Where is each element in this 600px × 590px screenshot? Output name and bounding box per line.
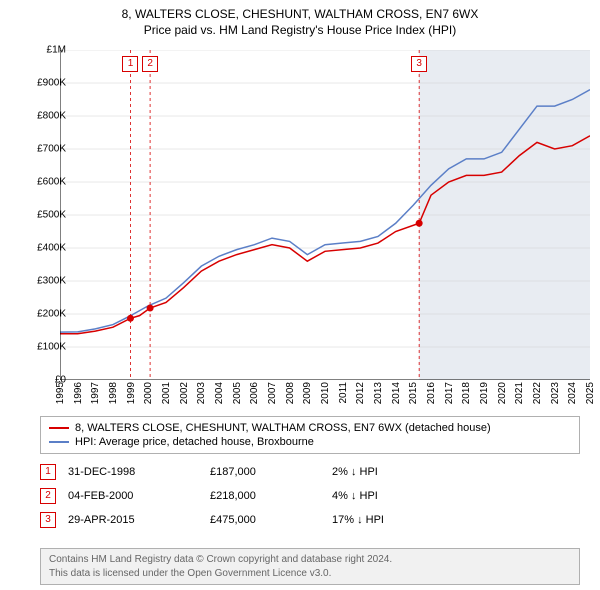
marker-row-price: £218,000 xyxy=(210,490,320,502)
y-tick-label: £100K xyxy=(6,342,66,353)
x-tick-label: 2010 xyxy=(320,382,331,404)
x-tick-label: 2016 xyxy=(426,382,437,404)
chart-title: 8, WALTERS CLOSE, CHESHUNT, WALTHAM CROS… xyxy=(0,0,600,38)
chart-svg xyxy=(60,50,590,380)
marker-row-price: £475,000 xyxy=(210,514,320,526)
legend-label-hpi: HPI: Average price, detached house, Brox… xyxy=(75,436,314,448)
x-tick-label: 2001 xyxy=(161,382,172,404)
marker-row-diff: 2% ↓ HPI xyxy=(332,466,452,478)
x-tick-label: 1999 xyxy=(126,382,137,404)
y-tick-label: £600K xyxy=(6,177,66,188)
legend: 8, WALTERS CLOSE, CHESHUNT, WALTHAM CROS… xyxy=(40,416,580,454)
y-tick-label: £400K xyxy=(6,243,66,254)
attribution-line2: This data is licensed under the Open Gov… xyxy=(49,567,571,581)
y-tick-label: £300K xyxy=(6,276,66,287)
y-tick-label: £800K xyxy=(6,111,66,122)
title-line2: Price paid vs. HM Land Registry's House … xyxy=(0,22,600,38)
y-tick-label: £1M xyxy=(6,45,66,56)
x-tick-label: 2009 xyxy=(302,382,313,404)
x-tick-label: 1997 xyxy=(90,382,101,404)
y-tick-label: £500K xyxy=(6,210,66,221)
marker-table-row: 2 04-FEB-2000 £218,000 4% ↓ HPI xyxy=(40,484,580,508)
x-tick-label: 1995 xyxy=(55,382,66,404)
x-tick-label: 1998 xyxy=(108,382,119,404)
x-tick-label: 2020 xyxy=(497,382,508,404)
marker-row-diff: 17% ↓ HPI xyxy=(332,514,452,526)
marker-row-date: 31-DEC-1998 xyxy=(68,466,198,478)
sale-marker-table: 1 31-DEC-1998 £187,000 2% ↓ HPI 2 04-FEB-2000… xyxy=(40,460,580,532)
marker-table-row: 3 29-APR-2015 £475,000 17% ↓ HPI xyxy=(40,508,580,532)
marker-row-box: 3 xyxy=(40,512,56,528)
x-tick-label: 2014 xyxy=(391,382,402,404)
x-tick-label: 2018 xyxy=(461,382,472,404)
x-tick-label: 2015 xyxy=(408,382,419,404)
x-tick-label: 2005 xyxy=(232,382,243,404)
attribution-line1: Contains HM Land Registry data © Crown c… xyxy=(49,553,571,567)
chart-area xyxy=(60,50,590,380)
x-tick-label: 2006 xyxy=(249,382,260,404)
y-tick-label: £900K xyxy=(6,78,66,89)
x-tick-label: 2004 xyxy=(214,382,225,404)
marker-row-diff: 4% ↓ HPI xyxy=(332,490,452,502)
x-tick-label: 2022 xyxy=(532,382,543,404)
sale-marker-2: 2 xyxy=(142,56,158,72)
x-tick-label: 2011 xyxy=(338,382,349,404)
x-tick-label: 2007 xyxy=(267,382,278,404)
y-tick-label: £700K xyxy=(6,144,66,155)
marker-row-box: 2 xyxy=(40,488,56,504)
x-tick-label: 2002 xyxy=(179,382,190,404)
x-tick-label: 2025 xyxy=(585,382,596,404)
sale-marker-3: 3 xyxy=(411,56,427,72)
x-tick-label: 2012 xyxy=(355,382,366,404)
legend-label-property: 8, WALTERS CLOSE, CHESHUNT, WALTHAM CROS… xyxy=(75,422,491,434)
x-tick-label: 2008 xyxy=(285,382,296,404)
legend-row: HPI: Average price, detached house, Brox… xyxy=(49,435,571,449)
legend-swatch-property xyxy=(49,427,69,429)
x-tick-label: 2024 xyxy=(567,382,578,404)
x-tick-label: 2023 xyxy=(550,382,561,404)
x-tick-label: 2017 xyxy=(444,382,455,404)
x-tick-label: 2003 xyxy=(196,382,207,404)
legend-row: 8, WALTERS CLOSE, CHESHUNT, WALTHAM CROS… xyxy=(49,421,571,435)
y-tick-label: £200K xyxy=(6,309,66,320)
attribution: Contains HM Land Registry data © Crown c… xyxy=(40,548,580,585)
marker-table-row: 1 31-DEC-1998 £187,000 2% ↓ HPI xyxy=(40,460,580,484)
sale-marker-1: 1 xyxy=(122,56,138,72)
marker-row-box: 1 xyxy=(40,464,56,480)
marker-row-date: 04-FEB-2000 xyxy=(68,490,198,502)
x-tick-label: 2019 xyxy=(479,382,490,404)
x-tick-label: 2000 xyxy=(143,382,154,404)
x-tick-label: 2013 xyxy=(373,382,384,404)
x-tick-label: 1996 xyxy=(73,382,84,404)
legend-swatch-hpi xyxy=(49,441,69,443)
title-line1: 8, WALTERS CLOSE, CHESHUNT, WALTHAM CROS… xyxy=(0,6,600,22)
marker-row-price: £187,000 xyxy=(210,466,320,478)
x-tick-label: 2021 xyxy=(514,382,525,404)
marker-row-date: 29-APR-2015 xyxy=(68,514,198,526)
